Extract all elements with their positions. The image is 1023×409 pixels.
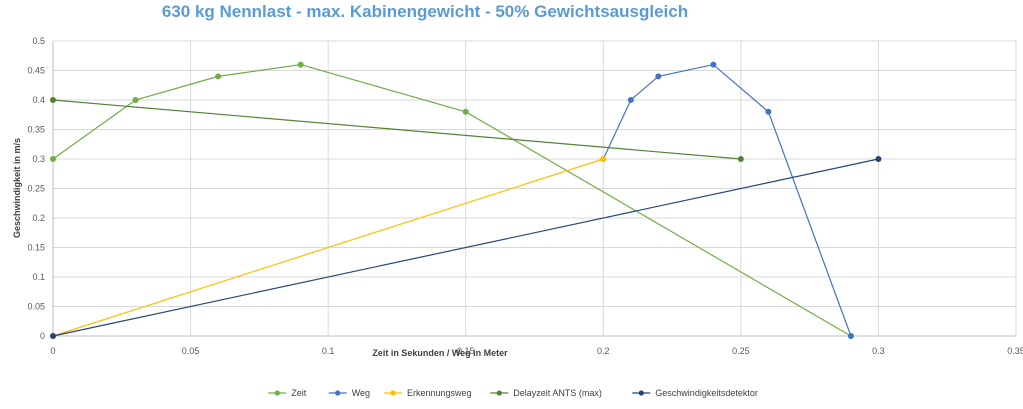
data-point-geschwindigkeitsdetektor	[875, 156, 882, 162]
legend-item-geschwindigkeitsdetektor: Geschwindigkeitsdetektor	[632, 388, 758, 398]
legend-label: Geschwindigkeitsdetektor	[655, 388, 758, 398]
data-point-geschwindigkeitsdetektor	[50, 333, 56, 339]
x-tick-label: 0.3	[872, 346, 885, 356]
x-tick-label: 0.05	[182, 346, 200, 356]
data-point-zeit	[50, 156, 56, 162]
legend-marker	[335, 390, 341, 396]
x-tick-label: 0.25	[732, 346, 750, 356]
data-point-erkennungsweg	[600, 156, 607, 162]
x-tick-label: 0.35	[1007, 346, 1023, 356]
y-tick-label: 0.15	[27, 243, 45, 253]
data-point-weg	[627, 97, 634, 103]
series-line-weg	[602, 63, 852, 337]
legend-item-delayzeit-ants-max: Delayzeit ANTS (max)	[490, 388, 602, 398]
series-line-erkennungsweg	[52, 158, 604, 337]
legend-label: Delayzeit ANTS (max)	[513, 388, 602, 398]
y-tick-label: 0.2	[32, 213, 45, 223]
y-tick-label: 0	[40, 331, 45, 341]
y-tick-label: 0.05	[27, 302, 45, 312]
y-tick-label: 0.3	[32, 154, 45, 164]
data-point-weg	[710, 61, 717, 68]
y-tick-label: 0.5	[32, 36, 45, 46]
series-lines	[52, 63, 879, 337]
data-point-weg	[765, 108, 772, 115]
data-point-zeit	[132, 97, 139, 103]
data-point-zeit	[297, 61, 304, 68]
series-line-delayzeit-ants-max	[52, 99, 741, 160]
legend-item-weg: Weg	[328, 388, 370, 398]
gridlines	[52, 40, 1017, 337]
x-tick-label: 0	[50, 346, 55, 356]
data-point-delayzeit-ants-max	[737, 156, 744, 162]
x-tick-label: 0.1	[322, 346, 335, 356]
y-tick-label: 0.4	[32, 95, 45, 105]
y-axis-title: Geschwindigkeit in m/s	[12, 138, 22, 238]
legend-item-erkennungsweg: Erkennungsweg	[384, 388, 472, 398]
series-points	[50, 61, 882, 339]
legend-marker	[274, 390, 280, 396]
legend-marker	[496, 390, 502, 396]
data-point-zeit	[215, 73, 222, 80]
data-point-weg	[847, 333, 854, 339]
legend-marker	[390, 390, 396, 396]
legend: Zeit Weg Erkennungsweg Delayzeit ANTS (max)…	[268, 388, 758, 398]
series-line-geschwindigkeitsdetektor	[52, 158, 879, 337]
data-point-zeit	[462, 108, 469, 115]
chart-title: 630 kg Nennlast - max. Kabinengewicht - …	[161, 2, 689, 21]
legend-label: Weg	[352, 388, 370, 398]
x-tick-label: 0.15	[457, 346, 475, 356]
x-tick-label: 0.2	[597, 346, 610, 356]
legend-marker	[638, 390, 644, 396]
legend-label: Erkennungsweg	[407, 388, 472, 398]
y-tick-label: 0.35	[27, 125, 45, 135]
data-point-weg	[655, 73, 662, 80]
axes: 0 0.05 0.1 0.15 0.2 0.25 0.3 0.35 0.4 0.45 0.5 0 0.0…	[27, 36, 1023, 356]
y-tick-label: 0.1	[32, 272, 45, 282]
legend-item-zeit: Zeit	[268, 388, 307, 398]
data-point-delayzeit-ants-max	[50, 97, 56, 103]
legend-label: Zeit	[291, 388, 307, 398]
y-tick-label: 0.45	[27, 66, 45, 76]
series-line-zeit	[52, 63, 852, 337]
y-tick-label: 0.25	[27, 184, 45, 194]
x-axis-title: Zeit in Sekunden / Weg in Meter	[372, 348, 508, 358]
